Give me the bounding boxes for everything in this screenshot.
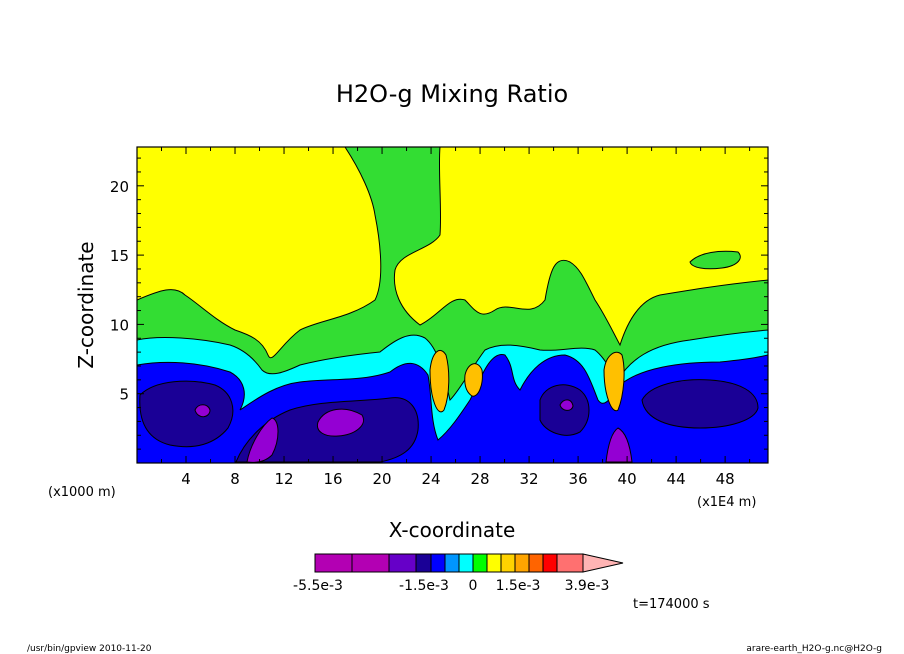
colorbar-segment [388, 553, 417, 573]
y-tick-label: 20 [110, 178, 129, 196]
x-tick-label: 12 [274, 470, 293, 488]
y-tick-label: 10 [110, 316, 129, 334]
colorbar-tick-label: -5.5e-3 [293, 578, 343, 594]
x-tick-label: 16 [323, 470, 342, 488]
contour-purple-1 [194, 404, 211, 418]
contour-orange-2 [603, 351, 625, 412]
colorbar-segment [542, 553, 558, 573]
colorbar-segment [351, 553, 390, 573]
x-axis: 4 8 12 16 20 24 28 32 36 40 44 48 [161, 147, 751, 488]
colorbar-segment [415, 553, 432, 573]
x-tick-label: 4 [181, 470, 191, 488]
contour-orange-3 [464, 363, 483, 397]
colorbar-ticks: -5.5e-3 -1.5e-3 0 1.5e-3 3.9e-3 [293, 578, 609, 594]
plot-frame [136, 146, 769, 464]
y-tick-label: 15 [110, 247, 129, 265]
colorbar-segment [486, 553, 502, 573]
x-unit-left: (x1000 m) [48, 485, 116, 500]
colorbar-tick-label: 1.5e-3 [496, 578, 541, 594]
contour-purple-5 [605, 427, 633, 463]
colorbar-segment [458, 553, 474, 573]
colorbar-tick-label: 3.9e-3 [565, 578, 610, 594]
colorbar-segment [472, 553, 488, 573]
contour-darkblue-left [139, 380, 234, 448]
contour-purple-3 [316, 408, 364, 437]
colorbar-tick-label: 0 [469, 578, 478, 594]
colorbar-segment [314, 553, 353, 573]
time-label: t=174000 s [633, 597, 710, 612]
x-tick-label: 40 [618, 470, 637, 488]
y-axis: 5 10 15 20 [110, 157, 768, 450]
x-tick-label: 44 [667, 470, 686, 488]
contour-orange-1 [429, 350, 450, 413]
contour-purple-4 [559, 399, 574, 411]
contour-darkblue-right [641, 379, 759, 429]
colorbar-segment [556, 553, 584, 573]
x-tick-label: 32 [520, 470, 539, 488]
colorbar-segment [528, 553, 544, 573]
x-tick-label: 20 [373, 470, 392, 488]
colorbar-arrow [582, 553, 624, 573]
colorbar-segment [430, 553, 446, 573]
x-tick-label: 48 [716, 470, 735, 488]
x-tick-label: 8 [230, 470, 240, 488]
colorbar-segment [444, 553, 460, 573]
contour-field [137, 147, 768, 463]
x-tick-label: 36 [569, 470, 588, 488]
colorbar-tick-label: -1.5e-3 [399, 578, 449, 594]
colorbar-segment [500, 553, 516, 573]
contour-green-blob [689, 250, 741, 270]
x-axis-label: X-coordinate [389, 518, 516, 542]
y-tick-label: 5 [119, 386, 129, 404]
colorbar-segment [514, 553, 530, 573]
chart-title: H2O-g Mixing Ratio [336, 80, 568, 108]
x-tick-label: 24 [422, 470, 441, 488]
x-tick-label: 28 [471, 470, 490, 488]
colorbar [314, 553, 624, 573]
y-axis-label: Z-coordinate [74, 241, 98, 368]
footer-left: /usr/bin/gpview 2010-11-20 [27, 644, 152, 654]
x-unit-right: (x1E4 m) [697, 495, 756, 510]
footer-right: arare-earth_H2O-g.nc@H2O-g [746, 644, 882, 654]
